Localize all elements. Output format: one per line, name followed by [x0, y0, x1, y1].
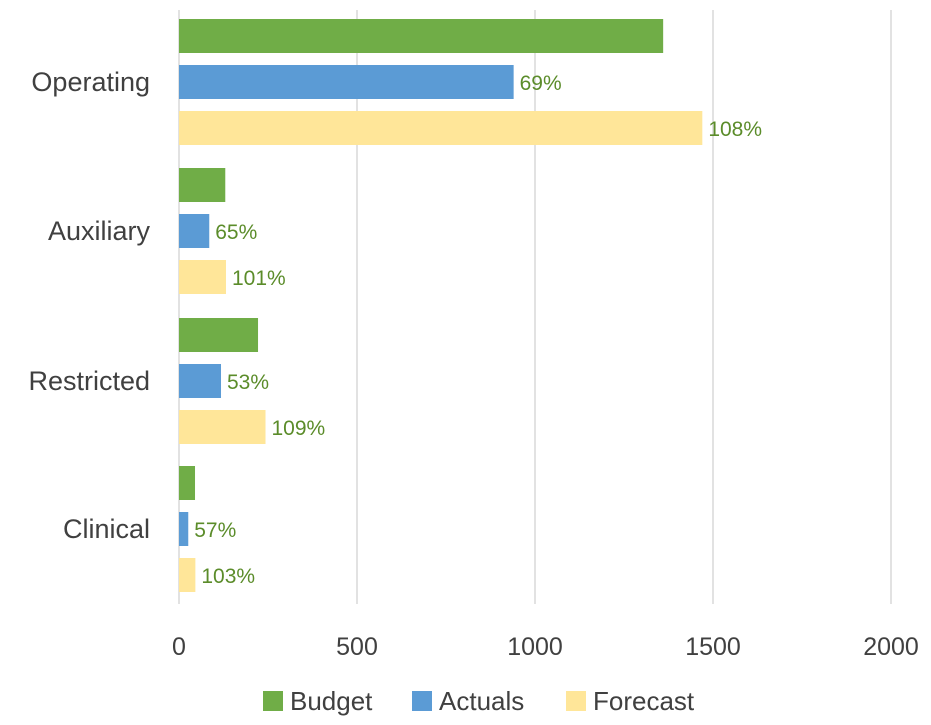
legend: Budget Actuals Forecast	[263, 686, 695, 716]
bars	[179, 19, 703, 592]
category-label: Auxiliary	[48, 216, 151, 246]
data-label: 101%	[232, 267, 286, 290]
data-labels: 69% 65% 53% 57% 108% 101% 109% 103%	[194, 72, 762, 588]
gridlines	[178, 10, 892, 604]
data-label: 65%	[215, 221, 257, 244]
legend-label-forecast: Forecast	[593, 686, 695, 716]
bar-actuals	[179, 364, 222, 398]
bar-actuals	[179, 512, 189, 546]
bar-forecast	[179, 558, 196, 592]
category-label: Operating	[31, 67, 150, 97]
legend-swatch-actuals	[412, 691, 432, 711]
x-tick-label: 0	[172, 633, 186, 661]
x-tick-label: 1000	[507, 633, 563, 661]
bar-budget	[179, 19, 664, 53]
data-label: 69%	[520, 72, 562, 95]
data-label: 108%	[708, 118, 762, 141]
bar-actuals	[179, 214, 210, 248]
data-label: 103%	[201, 565, 255, 588]
legend-swatch-budget	[263, 691, 283, 711]
x-tick-label: 1500	[685, 633, 741, 661]
legend-label-budget: Budget	[290, 686, 373, 716]
x-tick-label: 500	[336, 633, 378, 661]
category-label: Clinical	[63, 514, 150, 544]
data-label: 57%	[194, 519, 236, 542]
x-tick-label: 2000	[863, 633, 919, 661]
bar-forecast	[179, 410, 266, 444]
category-label: Restricted	[28, 366, 150, 396]
legend-swatch-forecast	[566, 691, 586, 711]
bar-forecast	[179, 260, 226, 294]
data-label: 53%	[227, 371, 269, 394]
bar-budget	[179, 318, 259, 352]
legend-label-actuals: Actuals	[439, 686, 524, 716]
bar-forecast	[179, 111, 703, 145]
value-axis: 0 500 1000 1500 2000	[172, 633, 919, 661]
bar-budget	[179, 466, 196, 500]
bar-budget	[179, 168, 226, 202]
category-axis: Operating Auxiliary Restricted Clinical	[28, 67, 150, 544]
data-label: 109%	[272, 417, 326, 440]
bar-actuals	[179, 65, 514, 99]
